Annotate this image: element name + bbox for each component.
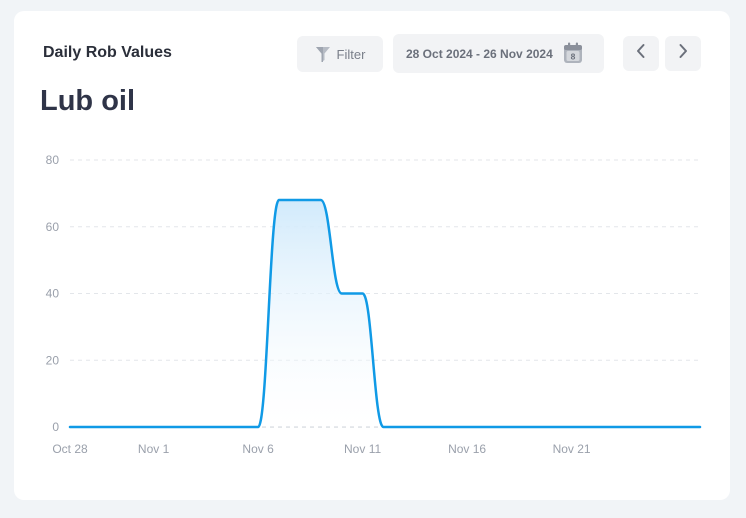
- previous-period-button[interactable]: [623, 36, 659, 71]
- y-tick-label: 0: [52, 420, 59, 434]
- y-tick-label: 40: [46, 287, 60, 301]
- x-tick-label: Nov 11: [344, 442, 381, 456]
- x-tick-label: Nov 6: [242, 442, 274, 456]
- filter-button[interactable]: Filter: [297, 36, 383, 72]
- chart-title: Lub oil: [40, 85, 136, 117]
- series-line: [68, 198, 702, 429]
- y-tick-label: 60: [46, 220, 60, 234]
- chart-plot: 0 20 40 60 80 Oct 28 Nov 1 Nov 6 Nov 11 Nov 16 Nov…: [46, 153, 702, 456]
- chevron-left-icon: [634, 43, 648, 64]
- next-period-button[interactable]: [665, 36, 701, 71]
- funnel-icon: [315, 46, 331, 63]
- x-tick-label: Nov 1: [138, 442, 170, 456]
- card-title: Daily Rob Values: [43, 44, 172, 61]
- date-range-button[interactable]: 28 Oct 2024 - 26 Nov 2024 8: [393, 34, 604, 73]
- x-tick-label: Oct 28: [52, 442, 88, 456]
- calendar-icon: 8: [563, 42, 583, 64]
- chevron-right-icon: [676, 43, 690, 64]
- y-tick-label: 80: [46, 153, 60, 167]
- chart-card: Daily Rob Values Filter 28 Oct 2024 - 26…: [14, 11, 730, 500]
- y-tick-label: 20: [46, 353, 60, 367]
- date-range-text: 28 Oct 2024 - 26 Nov 2024: [406, 46, 553, 61]
- series-area: [70, 200, 700, 427]
- filter-label: Filter: [336, 46, 366, 62]
- x-tick-label: Nov 16: [448, 442, 486, 456]
- x-tick-label: Nov 21: [553, 442, 591, 456]
- calendar-day: 8: [571, 51, 576, 61]
